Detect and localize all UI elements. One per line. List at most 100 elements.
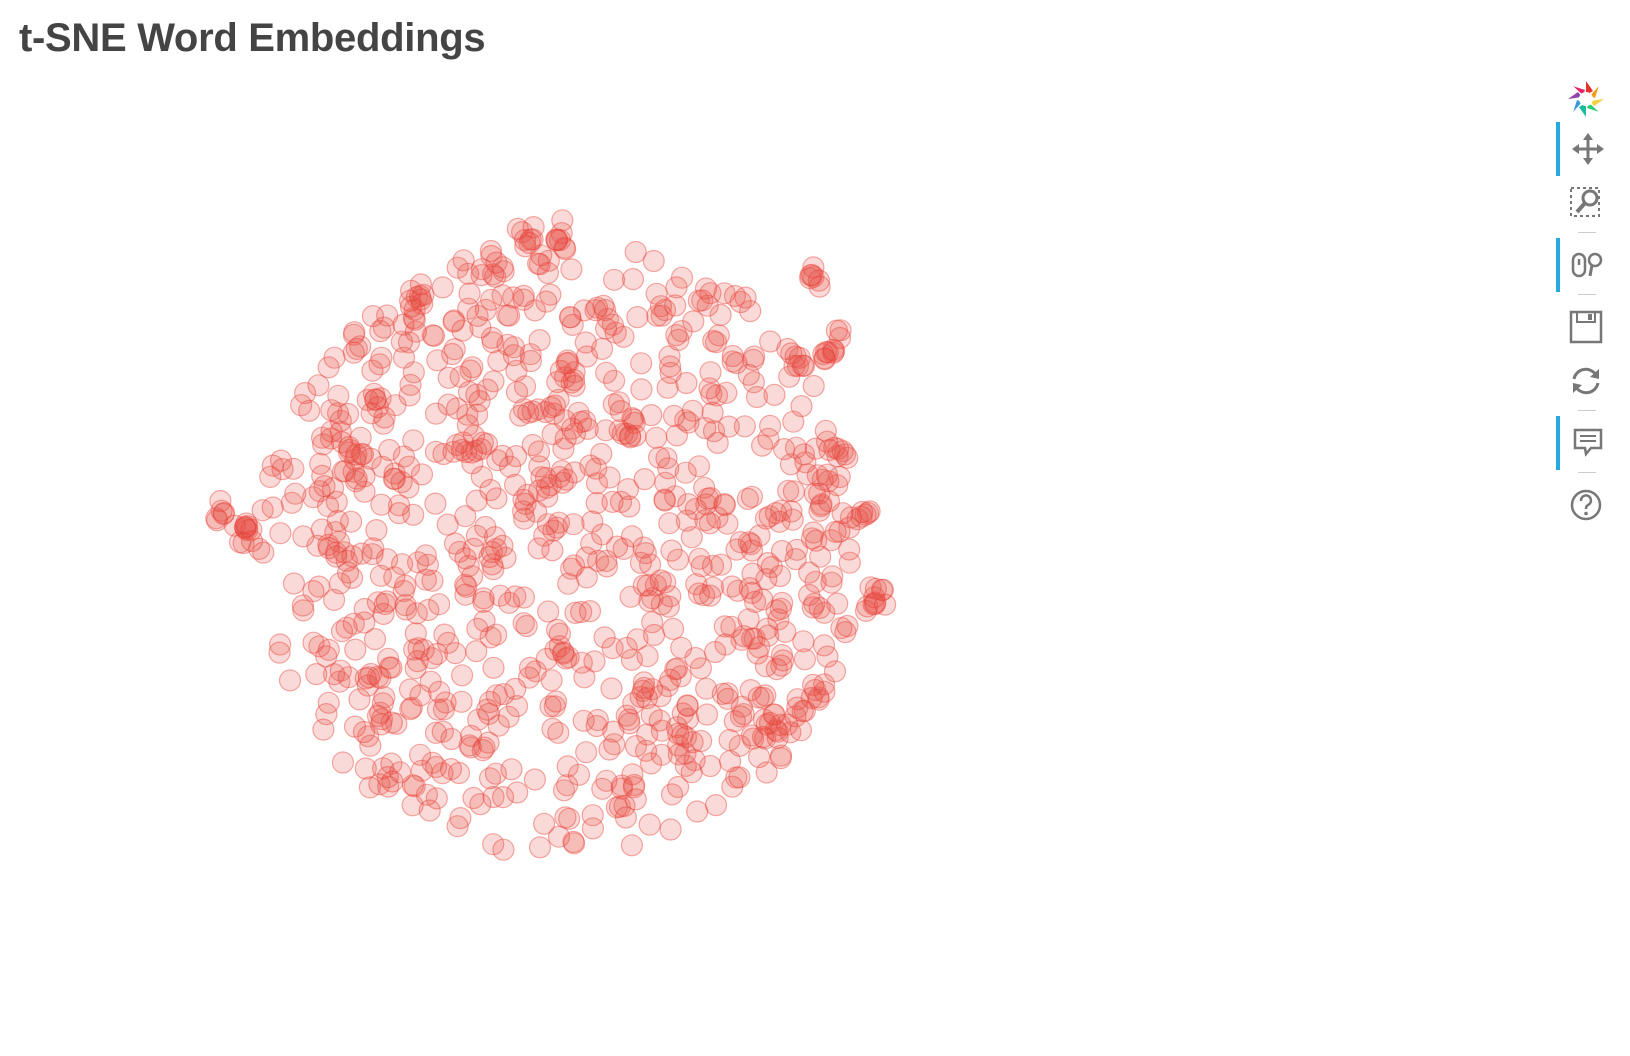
scatter-point[interactable] [740, 539, 764, 562]
scatter-point[interactable] [807, 688, 830, 711]
scatter-point[interactable] [443, 309, 466, 332]
scatter-point[interactable] [337, 441, 361, 464]
scatter-point[interactable] [740, 485, 764, 508]
scatter-point[interactable] [676, 694, 699, 717]
scatter-point[interactable] [519, 349, 543, 373]
scatter-point[interactable] [585, 714, 608, 738]
scatter-point[interactable] [240, 518, 263, 541]
scatter-point[interactable] [703, 640, 727, 664]
scatter-point[interactable] [323, 588, 346, 612]
scatter-point[interactable] [856, 501, 880, 525]
scatter-point[interactable] [674, 409, 697, 432]
scatter-point[interactable] [631, 679, 655, 703]
scatter-point[interactable] [802, 265, 825, 288]
scatter-point[interactable] [762, 703, 785, 726]
scatter-point[interactable] [380, 711, 403, 734]
scatter-point[interactable] [626, 628, 649, 651]
scatter-point[interactable] [269, 633, 292, 656]
scatter-point[interactable] [410, 463, 434, 486]
scatter-point[interactable] [776, 337, 799, 361]
scatter-point[interactable] [794, 451, 817, 474]
scatter-point[interactable] [684, 497, 707, 521]
scatter-point[interactable] [535, 647, 558, 671]
scatter-point[interactable] [581, 510, 604, 533]
scatter-point[interactable] [344, 638, 367, 661]
scatter-point[interactable] [550, 222, 573, 245]
scatter-point[interactable] [826, 474, 849, 497]
scatter-point[interactable] [547, 511, 571, 534]
scatter-point[interactable] [449, 365, 472, 388]
scatter-point[interactable] [704, 793, 728, 817]
scatter-point[interactable] [383, 566, 406, 589]
scatter-point[interactable] [561, 417, 584, 440]
scatter-point[interactable] [369, 564, 392, 587]
hover-tool-button[interactable] [1556, 416, 1616, 470]
scatter-point[interactable] [475, 432, 499, 456]
scatter-point[interactable] [567, 763, 591, 786]
scatter-point[interactable] [674, 725, 698, 749]
scatter-point[interactable] [779, 453, 803, 476]
scatter-point[interactable] [803, 678, 827, 702]
scatter-point[interactable] [325, 490, 348, 513]
scatter-point[interactable] [736, 487, 760, 510]
scatter-point[interactable] [730, 695, 754, 718]
scatter-point[interactable] [327, 402, 350, 425]
scatter-point[interactable] [812, 343, 835, 366]
scatter-point[interactable] [401, 794, 424, 817]
scatter-point[interactable] [670, 266, 694, 289]
scatter-point[interactable] [366, 591, 389, 614]
scatter-point[interactable] [770, 654, 793, 677]
scatter-point[interactable] [471, 738, 494, 762]
scatter-point[interactable] [699, 487, 722, 510]
scatter-point[interactable] [494, 546, 517, 570]
scatter-point[interactable] [487, 349, 510, 372]
scatter-point[interactable] [366, 396, 389, 419]
scatter-point[interactable] [290, 394, 313, 417]
scatter-point[interactable] [619, 426, 642, 449]
scatter-point[interactable] [341, 566, 364, 590]
scatter-point[interactable] [552, 779, 576, 802]
scatter-point[interactable] [407, 551, 430, 574]
scatter-point[interactable] [586, 708, 609, 732]
scatter-point[interactable] [621, 268, 645, 291]
scatter-point[interactable] [629, 685, 652, 709]
scatter-point[interactable] [814, 340, 838, 364]
scatter-point[interactable] [450, 438, 474, 462]
scatter-point[interactable] [552, 437, 575, 460]
scatter-point[interactable] [742, 345, 766, 368]
scatter-point[interactable] [755, 713, 778, 736]
scatter-point[interactable] [431, 720, 454, 743]
scatter-point[interactable] [310, 518, 333, 541]
scatter-point[interactable] [371, 455, 394, 478]
scatter-point[interactable] [754, 507, 778, 530]
scatter-point[interactable] [786, 696, 809, 719]
scatter-point[interactable] [798, 583, 821, 607]
scatter-point[interactable] [822, 341, 845, 364]
scatter-point[interactable] [482, 263, 505, 286]
scatter-point[interactable] [533, 524, 556, 547]
scatter-point[interactable] [610, 774, 634, 797]
scatter-point[interactable] [455, 575, 478, 598]
scatter-point[interactable] [357, 666, 381, 689]
scatter-point[interactable] [527, 398, 550, 421]
scatter-point[interactable] [714, 633, 737, 656]
scatter-point[interactable] [480, 326, 504, 349]
scatter-point[interactable] [359, 447, 382, 470]
scatter-point[interactable] [650, 719, 674, 742]
scatter-point[interactable] [513, 228, 537, 252]
scatter-point[interactable] [721, 350, 744, 373]
scatter-point[interactable] [621, 763, 644, 786]
scatter-point[interactable] [769, 713, 792, 737]
scatter-point[interactable] [595, 361, 618, 384]
scatter-point[interactable] [532, 812, 556, 835]
scatter-point[interactable] [407, 637, 430, 660]
scatter-point[interactable] [822, 338, 845, 361]
scatter-point[interactable] [425, 787, 448, 810]
scatter-point[interactable] [517, 666, 541, 689]
scatter-point[interactable] [509, 404, 532, 427]
scatter-point[interactable] [419, 670, 442, 693]
scatter-point[interactable] [677, 493, 700, 516]
scatter-point[interactable] [403, 638, 426, 661]
scatter-point[interactable] [573, 409, 597, 433]
scatter-point[interactable] [648, 709, 671, 732]
